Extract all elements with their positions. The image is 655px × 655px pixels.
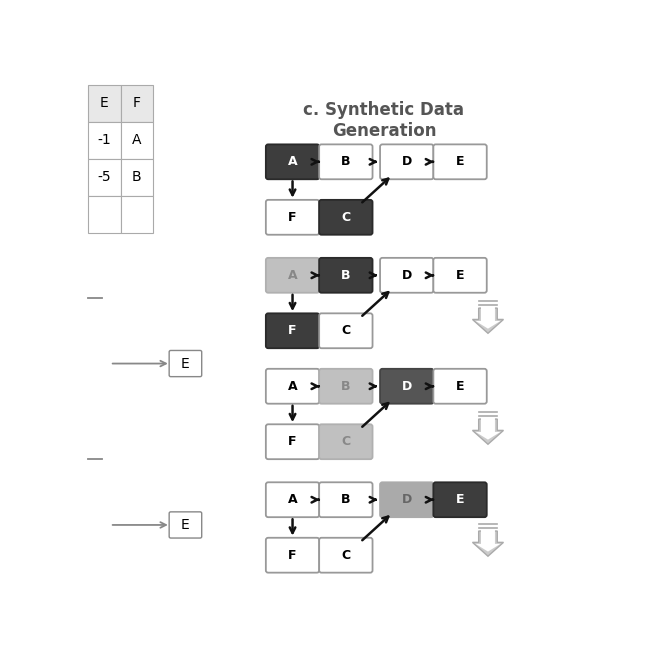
FancyBboxPatch shape bbox=[319, 424, 373, 459]
Text: B: B bbox=[341, 493, 350, 506]
Text: A: A bbox=[288, 269, 297, 282]
Text: F: F bbox=[288, 435, 297, 448]
FancyBboxPatch shape bbox=[434, 258, 487, 293]
Polygon shape bbox=[476, 417, 500, 440]
Text: D: D bbox=[402, 269, 412, 282]
FancyBboxPatch shape bbox=[319, 200, 373, 234]
Text: C: C bbox=[341, 211, 350, 224]
Polygon shape bbox=[476, 306, 500, 329]
Text: F: F bbox=[288, 211, 297, 224]
Text: B: B bbox=[341, 269, 350, 282]
FancyBboxPatch shape bbox=[88, 84, 121, 122]
FancyBboxPatch shape bbox=[88, 122, 121, 159]
FancyBboxPatch shape bbox=[380, 144, 434, 179]
Text: B: B bbox=[341, 155, 350, 168]
Text: A: A bbox=[288, 380, 297, 393]
Text: D: D bbox=[402, 155, 412, 168]
FancyBboxPatch shape bbox=[88, 159, 121, 196]
FancyBboxPatch shape bbox=[88, 196, 121, 233]
FancyBboxPatch shape bbox=[266, 200, 319, 234]
FancyBboxPatch shape bbox=[434, 482, 487, 517]
FancyBboxPatch shape bbox=[266, 369, 319, 403]
Polygon shape bbox=[476, 529, 500, 552]
FancyBboxPatch shape bbox=[121, 159, 153, 196]
Text: C: C bbox=[341, 324, 350, 337]
FancyBboxPatch shape bbox=[380, 258, 434, 293]
FancyBboxPatch shape bbox=[319, 538, 373, 572]
Text: D: D bbox=[402, 380, 412, 393]
Text: E: E bbox=[456, 493, 464, 506]
Text: E: E bbox=[100, 96, 109, 110]
FancyBboxPatch shape bbox=[319, 369, 373, 403]
FancyBboxPatch shape bbox=[266, 538, 319, 572]
FancyBboxPatch shape bbox=[319, 258, 373, 293]
FancyBboxPatch shape bbox=[169, 512, 202, 538]
Text: D: D bbox=[402, 493, 412, 506]
Text: F: F bbox=[288, 549, 297, 562]
FancyBboxPatch shape bbox=[434, 369, 487, 403]
Text: E: E bbox=[181, 356, 190, 371]
Text: F: F bbox=[288, 324, 297, 337]
FancyBboxPatch shape bbox=[266, 313, 319, 348]
FancyBboxPatch shape bbox=[121, 122, 153, 159]
Text: A: A bbox=[288, 493, 297, 506]
FancyBboxPatch shape bbox=[266, 144, 319, 179]
Text: c. Synthetic Data
Generation: c. Synthetic Data Generation bbox=[303, 102, 464, 140]
Text: -1: -1 bbox=[98, 133, 111, 147]
FancyBboxPatch shape bbox=[319, 313, 373, 348]
Polygon shape bbox=[472, 531, 504, 556]
Text: F: F bbox=[133, 96, 141, 110]
Text: C: C bbox=[341, 435, 350, 448]
Polygon shape bbox=[472, 419, 504, 444]
Text: E: E bbox=[456, 155, 464, 168]
Text: E: E bbox=[181, 518, 190, 532]
Text: E: E bbox=[456, 269, 464, 282]
FancyBboxPatch shape bbox=[434, 144, 487, 179]
FancyBboxPatch shape bbox=[319, 144, 373, 179]
FancyBboxPatch shape bbox=[266, 424, 319, 459]
Text: E: E bbox=[456, 380, 464, 393]
Text: B: B bbox=[132, 170, 141, 184]
FancyBboxPatch shape bbox=[380, 369, 434, 403]
Polygon shape bbox=[472, 308, 504, 333]
Text: -5: -5 bbox=[98, 170, 111, 184]
Text: C: C bbox=[341, 549, 350, 562]
FancyBboxPatch shape bbox=[266, 482, 319, 517]
FancyBboxPatch shape bbox=[266, 258, 319, 293]
FancyBboxPatch shape bbox=[121, 196, 153, 233]
FancyBboxPatch shape bbox=[319, 482, 373, 517]
Text: A: A bbox=[288, 155, 297, 168]
FancyBboxPatch shape bbox=[169, 350, 202, 377]
FancyBboxPatch shape bbox=[121, 84, 153, 122]
FancyBboxPatch shape bbox=[380, 482, 434, 517]
Text: B: B bbox=[341, 380, 350, 393]
Text: A: A bbox=[132, 133, 141, 147]
